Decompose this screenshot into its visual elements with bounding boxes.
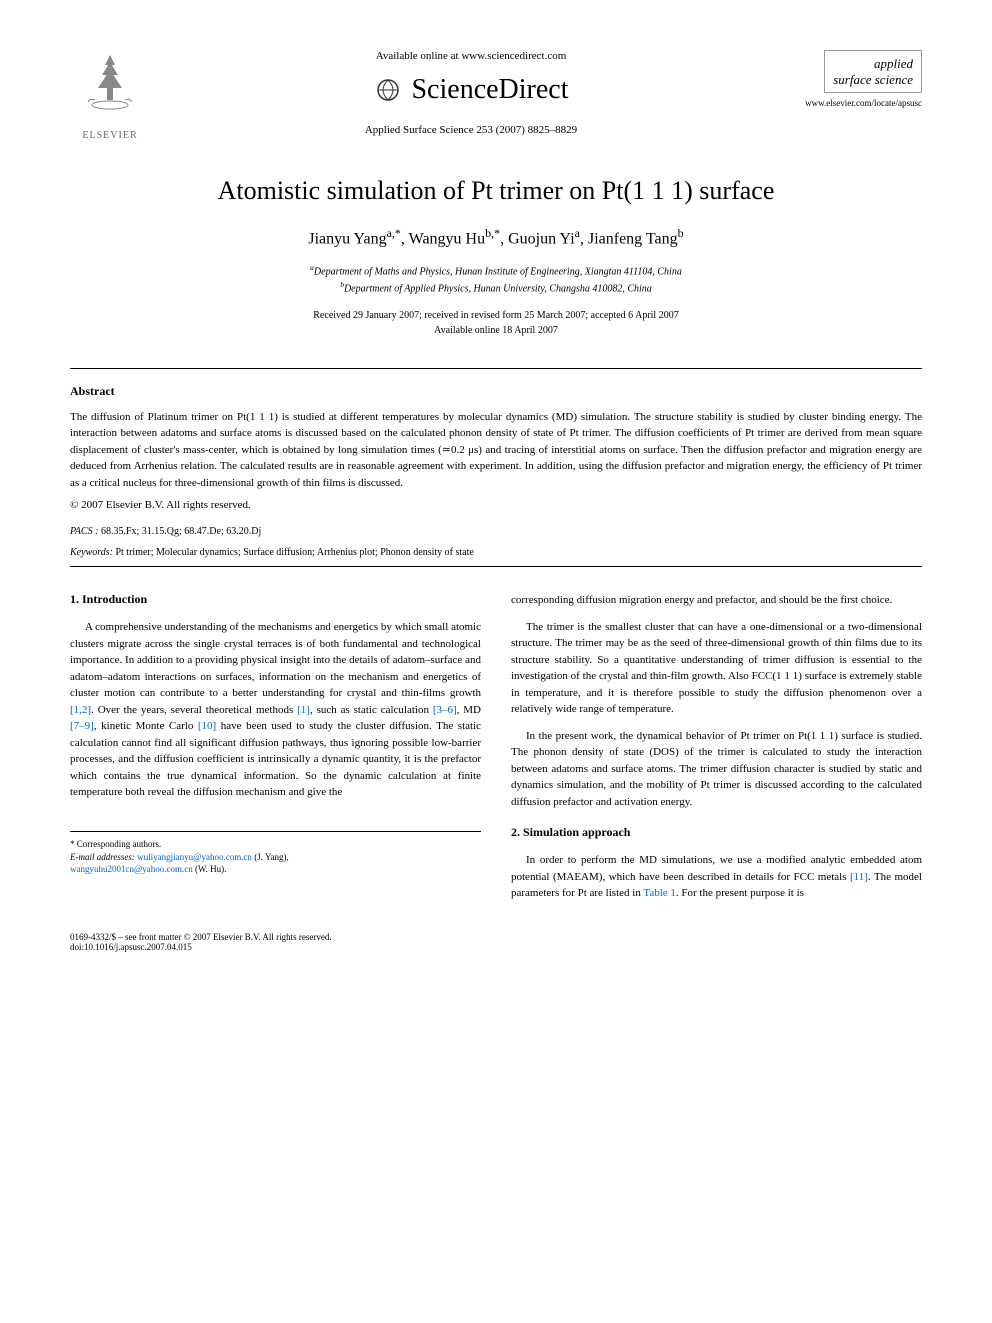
author-1: Jianyu Yang bbox=[308, 230, 386, 247]
authors-list: Jianyu Yanga,*, Wangyu Hub,*, Guojun Yia… bbox=[70, 226, 922, 248]
pacs-label: PACS : bbox=[70, 526, 98, 537]
author-4-sup: b bbox=[678, 226, 684, 240]
affiliation-a: Department of Maths and Physics, Hunan I… bbox=[314, 267, 682, 278]
author-2-sup: b,* bbox=[485, 226, 500, 240]
journal-url: www.elsevier.com/locate/apsusc bbox=[792, 98, 922, 108]
author-1-sup: a,* bbox=[387, 226, 401, 240]
section-1-para-3: The trimer is the smallest cluster that … bbox=[511, 619, 922, 718]
sciencedirect-logo: ScienceDirect bbox=[150, 74, 792, 106]
email-link-2[interactable]: wangyuhu2001cn@yahoo.com.cn bbox=[70, 864, 193, 874]
ref-link[interactable]: [3–6] bbox=[433, 704, 457, 716]
article-title: Atomistic simulation of Pt trimer on Pt(… bbox=[70, 176, 922, 206]
section-1-para-4: In the present work, the dynamical behav… bbox=[511, 728, 922, 811]
footnote-section: * Corresponding authors. E-mail addresse… bbox=[70, 831, 481, 876]
section-1-para-2: corresponding diffusion migration energy… bbox=[511, 592, 922, 609]
abstract-heading: Abstract bbox=[70, 384, 922, 399]
divider bbox=[70, 368, 922, 369]
ref-link[interactable]: [1] bbox=[297, 704, 310, 716]
divider bbox=[70, 566, 922, 567]
journal-name-line2: surface science bbox=[833, 72, 913, 88]
email-footnote-2: wangyuhu2001cn@yahoo.com.cn (W. Hu). bbox=[70, 863, 481, 876]
doi-text: doi:10.1016/j.apsusc.2007.04.015 bbox=[70, 942, 332, 952]
author-4: Jianfeng Tang bbox=[588, 230, 678, 247]
author-3-sup: a bbox=[575, 226, 580, 240]
journal-citation: Applied Surface Science 253 (2007) 8825–… bbox=[150, 124, 792, 136]
available-online-text: Available online at www.sciencedirect.co… bbox=[150, 50, 792, 62]
corresponding-footnote: * Corresponding authors. bbox=[70, 838, 481, 851]
author-3: Guojun Yi bbox=[508, 230, 575, 247]
keywords-line: Keywords: Pt trimer; Molecular dynamics;… bbox=[70, 547, 922, 558]
copyright-text: © 2007 Elsevier B.V. All rights reserved… bbox=[70, 499, 922, 511]
received-date: Received 29 January 2007; received in re… bbox=[70, 308, 922, 323]
article-dates: Received 29 January 2007; received in re… bbox=[70, 308, 922, 338]
abstract-text: The diffusion of Platinum trimer on Pt(1… bbox=[70, 409, 922, 492]
elsevier-logo: ELSEVIER bbox=[70, 50, 150, 141]
journal-logo: applied surface science bbox=[824, 50, 922, 93]
page-footer: 0169-4332/$ – see front matter © 2007 El… bbox=[70, 932, 922, 952]
pacs-line: PACS : 68.35.Fx; 31.15.Qg; 68.47.De; 63.… bbox=[70, 526, 922, 537]
page-header: ELSEVIER Available online at www.science… bbox=[70, 50, 922, 141]
section-1-heading: 1. Introduction bbox=[70, 592, 481, 607]
sciencedirect-icon bbox=[373, 75, 403, 105]
journal-logo-box: applied surface science www.elsevier.com… bbox=[792, 50, 922, 108]
email-name-2: (W. Hu). bbox=[195, 864, 226, 874]
left-column: 1. Introduction A comprehensive understa… bbox=[70, 592, 481, 912]
pacs-codes: 68.35.Fx; 31.15.Qg; 68.47.De; 63.20.Dj bbox=[101, 526, 261, 537]
ref-link[interactable]: [11] bbox=[850, 871, 868, 883]
center-header: Available online at www.sciencedirect.co… bbox=[150, 50, 792, 136]
keywords-label: Keywords: bbox=[70, 547, 113, 558]
table-ref-link[interactable]: Table 1 bbox=[643, 887, 676, 899]
online-date: Available online 18 April 2007 bbox=[70, 323, 922, 338]
email-name-1: (J. Yang), bbox=[254, 852, 289, 862]
sciencedirect-text: ScienceDirect bbox=[411, 74, 568, 106]
issn-text: 0169-4332/$ – see front matter © 2007 El… bbox=[70, 932, 332, 942]
ref-link[interactable]: [10] bbox=[198, 720, 216, 732]
email-label: E-mail addresses: bbox=[70, 852, 135, 862]
right-column: corresponding diffusion migration energy… bbox=[511, 592, 922, 912]
section-2-para-1: In order to perform the MD simulations, … bbox=[511, 852, 922, 902]
elsevier-tree-icon bbox=[80, 50, 140, 120]
affiliations: aDepartment of Maths and Physics, Hunan … bbox=[70, 263, 922, 296]
elsevier-label: ELSEVIER bbox=[70, 130, 150, 141]
email-footnote: E-mail addresses: wuliyangjianyu@yahoo.c… bbox=[70, 851, 481, 864]
email-link-1[interactable]: wuliyangjianyu@yahoo.com.cn bbox=[137, 852, 252, 862]
keywords-text: Pt trimer; Molecular dynamics; Surface d… bbox=[115, 547, 473, 558]
journal-name-line1: applied bbox=[833, 56, 913, 72]
ref-link[interactable]: [7–9] bbox=[70, 720, 94, 732]
ref-link[interactable]: [1,2] bbox=[70, 704, 91, 716]
affiliation-b: Department of Applied Physics, Hunan Uni… bbox=[344, 283, 652, 294]
author-2: Wangyu Hu bbox=[409, 230, 485, 247]
body-columns: 1. Introduction A comprehensive understa… bbox=[70, 592, 922, 912]
section-2-heading: 2. Simulation approach bbox=[511, 825, 922, 840]
section-1-para-1: A comprehensive understanding of the mec… bbox=[70, 619, 481, 801]
